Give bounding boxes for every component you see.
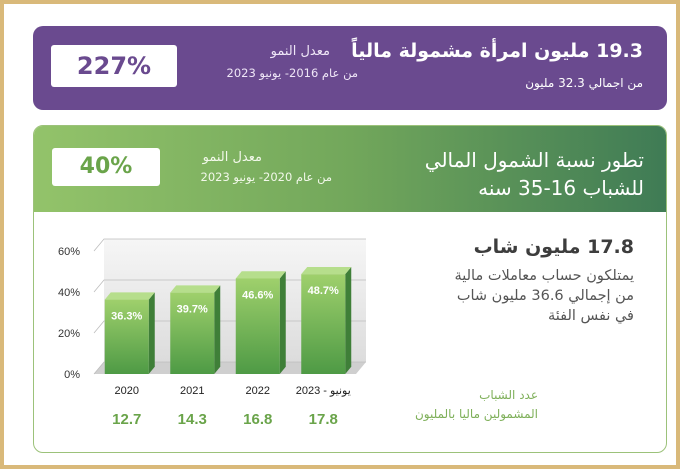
women-growth-label: معدل النمو — [270, 44, 330, 59]
chart-category-label: 2020 — [115, 385, 139, 397]
women-growth-period: من عام 2016- يونيو 2023 — [226, 66, 359, 80]
youth-growth-label: معدل النمو — [202, 150, 262, 165]
women-headline: 19.3 مليون امرأة مشمولة مالياً — [351, 40, 643, 62]
chart-count-label: 17.8 — [309, 411, 338, 428]
frame-top-border — [0, 0, 680, 4]
women-growth-badge: 227% — [51, 45, 177, 87]
chart-bar-side — [148, 292, 155, 374]
chart-bar — [235, 278, 280, 374]
chart-count-label: 12.7 — [112, 411, 141, 428]
chart-count-label: 14.3 — [178, 411, 207, 428]
chart-y-tick-label: 60% — [58, 246, 80, 258]
frame-right-border — [676, 0, 680, 469]
chart-bar-value-label: 36.3% — [111, 311, 142, 323]
chart-bar-top — [170, 285, 221, 293]
youth-count-legend-line1: عدد الشباب — [479, 388, 538, 402]
youth-growth-badge: 40% — [52, 148, 160, 186]
chart-bar-value-label: 46.6% — [242, 289, 273, 301]
youth-title-line2: للشباب 16-35 سنه — [478, 176, 644, 200]
chart-category-label: 2022 — [246, 385, 270, 397]
chart-bar — [170, 292, 215, 374]
chart-y-tick-label: 20% — [58, 328, 80, 340]
chart-count-label: 16.8 — [243, 411, 272, 428]
chart-y-tick-label: 40% — [58, 287, 80, 299]
youth-title-line1: تطور نسبة الشمول المالي — [424, 148, 644, 172]
chart-y-tick-label: 0% — [64, 369, 80, 381]
youth-inclusion-bar-chart: 0% 20% 40% 60% 36.3% 2020 12.7 39.7% 2021 14.3 46.… — [58, 238, 366, 428]
frame-bottom-border — [0, 465, 680, 469]
chart-bar — [301, 274, 346, 374]
chart-category-label: 2021 — [180, 385, 204, 397]
chart-floor — [94, 362, 366, 374]
youth-growth-period: من عام 2020- يونيو 2023 — [200, 170, 333, 184]
youth-stat-headline: 17.8 مليون شاب — [473, 236, 634, 258]
chart-bar-side — [279, 271, 286, 374]
chart-gridline — [93, 238, 366, 252]
chart-bar-side — [214, 285, 221, 374]
chart-bar-value-label: 48.7% — [308, 285, 339, 297]
chart-bar-top — [235, 271, 286, 279]
youth-header: تطور نسبة الشمول المالي للشباب 16-35 سنه… — [34, 126, 666, 212]
chart-bar-value-label: 39.7% — [177, 304, 208, 316]
chart-bar-top — [104, 292, 155, 300]
youth-stat-body: يمتلكون حساب معاملات مالية من إجمالي 36.… — [454, 268, 634, 324]
chart-bar — [104, 299, 149, 374]
chart-back-wall — [104, 239, 366, 362]
women-inclusion-banner: 19.3 مليون امرأة مشمولة مالياً من اجمالي… — [33, 26, 667, 110]
women-subline: من اجمالي 32.3 مليون — [525, 76, 643, 90]
chart-bar-side — [345, 266, 352, 374]
youth-count-legend-line2: المشمولين ماليا بالمليون — [414, 407, 538, 421]
youth-inclusion-card: تطور نسبة الشمول المالي للشباب 16-35 سنه… — [33, 125, 667, 453]
chart-bar-top — [301, 266, 352, 275]
chart-category-label: 2023 - يونيو — [296, 385, 351, 397]
frame-left-border — [0, 0, 4, 469]
